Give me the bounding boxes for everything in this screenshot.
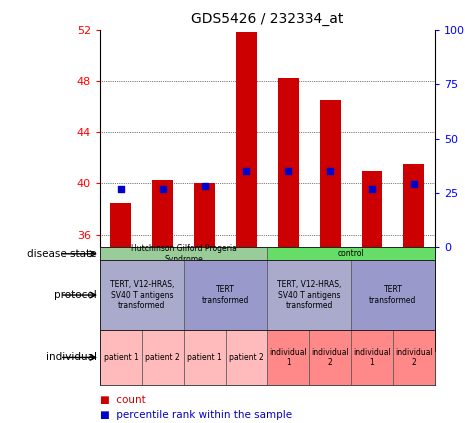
Text: individual: individual bbox=[46, 352, 97, 363]
Bar bbox=[267, 330, 309, 385]
Bar bbox=[152, 179, 173, 247]
Bar bbox=[100, 247, 267, 260]
Point bbox=[201, 183, 208, 190]
Text: TERT, V12-HRAS,
SV40 T antigens
transformed: TERT, V12-HRAS, SV40 T antigens transfor… bbox=[277, 280, 341, 310]
Text: individual
2: individual 2 bbox=[395, 348, 433, 367]
Text: individual
1: individual 1 bbox=[353, 348, 391, 367]
Point bbox=[410, 181, 418, 188]
Text: disease state: disease state bbox=[27, 249, 97, 259]
Point bbox=[159, 185, 166, 192]
Bar bbox=[110, 203, 131, 247]
Text: patient 2: patient 2 bbox=[146, 353, 180, 362]
Text: control: control bbox=[338, 249, 365, 258]
Text: ■  percentile rank within the sample: ■ percentile rank within the sample bbox=[100, 409, 292, 420]
Bar bbox=[351, 330, 393, 385]
Text: GSM1481582: GSM1481582 bbox=[242, 269, 251, 330]
Text: patient 1: patient 1 bbox=[187, 353, 222, 362]
Bar bbox=[100, 330, 142, 385]
Text: patient 2: patient 2 bbox=[229, 353, 264, 362]
Text: TERT
transformed: TERT transformed bbox=[202, 286, 249, 305]
Point bbox=[285, 168, 292, 175]
Text: GSM1481581: GSM1481581 bbox=[116, 269, 126, 330]
Text: individual
1: individual 1 bbox=[269, 348, 307, 367]
Bar bbox=[142, 330, 184, 385]
Text: GSM1481583: GSM1481583 bbox=[158, 269, 167, 330]
Text: GSM1481579: GSM1481579 bbox=[326, 269, 335, 330]
Bar bbox=[393, 330, 435, 385]
Text: GSM1481577: GSM1481577 bbox=[284, 269, 293, 330]
Bar bbox=[184, 330, 226, 385]
Text: ■  count: ■ count bbox=[100, 395, 146, 405]
Bar bbox=[403, 164, 424, 247]
Text: GSM1481576: GSM1481576 bbox=[367, 269, 377, 330]
Title: GDS5426 / 232334_at: GDS5426 / 232334_at bbox=[191, 12, 344, 26]
Bar bbox=[100, 260, 184, 330]
Point bbox=[117, 185, 125, 192]
Point bbox=[243, 168, 250, 175]
Text: protocol: protocol bbox=[54, 290, 97, 300]
Bar bbox=[226, 330, 267, 385]
Text: TERT, V12-HRAS,
SV40 T antigens
transformed: TERT, V12-HRAS, SV40 T antigens transfor… bbox=[110, 280, 174, 310]
Bar bbox=[278, 78, 299, 247]
Text: patient 1: patient 1 bbox=[104, 353, 138, 362]
Bar bbox=[267, 247, 435, 260]
Bar bbox=[361, 170, 382, 247]
Point bbox=[326, 168, 334, 175]
Text: individual
2: individual 2 bbox=[311, 348, 349, 367]
Bar bbox=[309, 330, 351, 385]
Text: GSM1481578: GSM1481578 bbox=[409, 269, 418, 330]
Bar bbox=[236, 32, 257, 247]
Bar bbox=[267, 260, 351, 330]
Text: Hutchinson Gilford Progeria
Syndrome: Hutchinson Gilford Progeria Syndrome bbox=[131, 244, 237, 264]
Text: GSM1481580: GSM1481580 bbox=[200, 269, 209, 330]
Point bbox=[368, 185, 376, 192]
Bar bbox=[194, 184, 215, 247]
Bar bbox=[184, 260, 267, 330]
Text: TERT
transformed: TERT transformed bbox=[369, 286, 417, 305]
Bar bbox=[351, 260, 435, 330]
Bar bbox=[320, 100, 340, 247]
